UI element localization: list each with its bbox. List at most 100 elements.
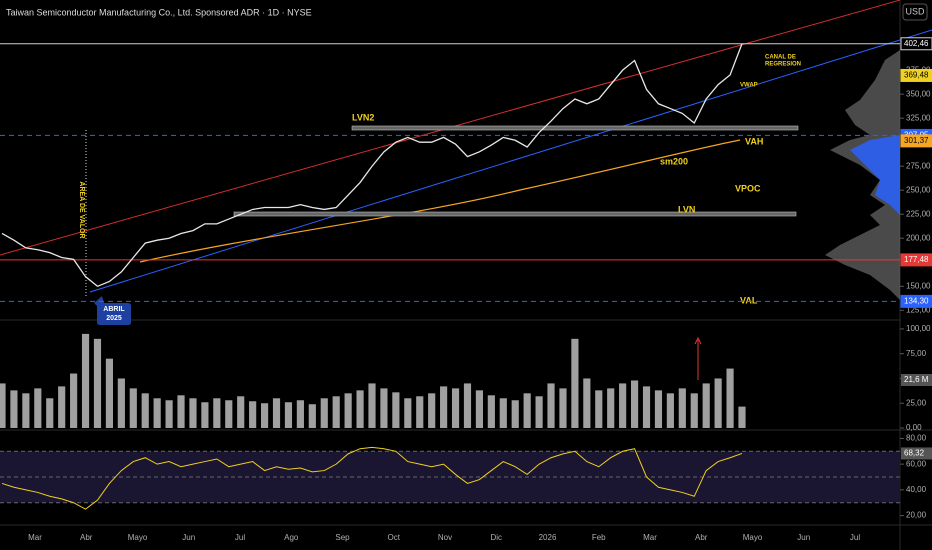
- y-tick-label: 80,00: [906, 434, 927, 443]
- rsi-line: [1, 446, 743, 510]
- volume-bar: [189, 398, 197, 428]
- volume-bar: [261, 403, 269, 428]
- level-label: 134,30: [904, 296, 929, 305]
- y-tick-label: 150,00: [906, 281, 931, 290]
- callout-box: [94, 296, 131, 325]
- volume-bar: [595, 390, 603, 428]
- volume-bar: [678, 388, 686, 428]
- y-tick-label: 325,00: [906, 113, 931, 122]
- y-tick-label: 0,00: [906, 423, 922, 432]
- annotation: REGRESION: [765, 62, 801, 68]
- volume-bar: [284, 402, 293, 428]
- volume-bar: [356, 390, 364, 428]
- level-label: 369,48: [904, 71, 929, 80]
- volume-bar: [22, 393, 30, 428]
- volume-bar: [141, 393, 149, 428]
- volume-bar: [404, 398, 412, 428]
- volume-bar: [177, 395, 185, 428]
- x-tick-label: Dic: [490, 533, 502, 542]
- volume-bar: [165, 400, 173, 428]
- x-tick-label: Mar: [28, 533, 42, 542]
- volume-bar: [58, 386, 66, 428]
- y-tick-label: 350,00: [906, 89, 931, 98]
- volume-bar: [105, 358, 113, 428]
- volume-bar: [631, 380, 639, 428]
- lvn-zone: [233, 211, 797, 217]
- y-tick-label: 200,00: [906, 233, 931, 242]
- y-tick-label: 225,00: [906, 209, 931, 218]
- volume-last-box: [901, 374, 932, 386]
- price-line: [1, 43, 743, 288]
- level-label-box: [900, 68, 932, 82]
- y-tick-label: 75,00: [906, 349, 927, 358]
- rsi-last-label: 68,32: [904, 449, 925, 458]
- volume-bar: [607, 388, 615, 428]
- volume-bar: [642, 386, 651, 428]
- annotation: sm200: [660, 156, 688, 166]
- level-label-box: [900, 294, 932, 308]
- volume-bar: [571, 338, 579, 428]
- volume-bar: [272, 398, 281, 428]
- y-tick-label: 250,00: [906, 185, 931, 194]
- volume-bar: [547, 383, 555, 428]
- volume-bar: [511, 400, 519, 428]
- volume-bar: [726, 368, 734, 428]
- annotation: CANAL DE: [765, 55, 796, 61]
- x-tick-label: Sep: [335, 533, 350, 542]
- volume-bar: [296, 400, 304, 428]
- annotation: AREA DE VALOR: [78, 181, 85, 238]
- volume-bar: [654, 390, 663, 428]
- volume-bar: [34, 388, 42, 428]
- annotation: VWAP: [740, 83, 758, 89]
- volume-bar: [249, 401, 257, 428]
- volume-bar: [666, 393, 674, 428]
- volume-bar: [463, 383, 472, 428]
- level-label: 301,37: [904, 136, 929, 145]
- volume-bar: [499, 398, 507, 428]
- annotation: LVN: [678, 204, 695, 214]
- currency-box: [902, 3, 928, 21]
- x-tick-label: Abr: [695, 533, 708, 542]
- y-tick-label: 100,00: [906, 324, 931, 333]
- y-tick-label: 125,00: [906, 305, 931, 314]
- y-tick-label: 20,00: [906, 511, 927, 520]
- currency: USD: [905, 6, 925, 16]
- y-tick-label: 40,00: [906, 485, 927, 494]
- x-tick-label: Abr: [80, 533, 93, 542]
- annotation: VPOC: [735, 183, 761, 193]
- x-tick-label: Jun: [182, 533, 195, 542]
- level-label: 177,48: [904, 255, 929, 264]
- volume-bar: [129, 388, 137, 428]
- x-tick-label: Oct: [388, 533, 401, 542]
- volume-bar: [0, 383, 6, 428]
- x-tick-label: Nov: [438, 533, 452, 542]
- volume-bar: [81, 333, 90, 428]
- volume-bar: [523, 393, 531, 428]
- volume-bar: [487, 395, 495, 428]
- x-tick-label: Feb: [592, 533, 606, 542]
- x-tick-label: Ago: [284, 533, 299, 542]
- volume-bar: [714, 378, 722, 428]
- volume-bar: [451, 388, 460, 428]
- volume-bar: [70, 373, 78, 428]
- volume-bar: [583, 378, 591, 428]
- level-label: 402,46: [904, 39, 929, 48]
- x-tick-label: Mar: [643, 533, 657, 542]
- annotation: VAH: [745, 136, 763, 146]
- volume-bar: [380, 388, 388, 428]
- level-label-box: [900, 134, 932, 148]
- volume-bar: [10, 390, 18, 428]
- y-tick-label: 275,00: [906, 161, 931, 170]
- volume-bar: [392, 392, 400, 428]
- volume-bar: [475, 390, 483, 428]
- volume-bar: [93, 338, 102, 428]
- volume-bar: [440, 386, 448, 428]
- volume-bar: [213, 398, 221, 428]
- volume-bar: [690, 393, 698, 428]
- level-label-box: [900, 253, 932, 267]
- x-tick-label: 2026: [539, 533, 557, 542]
- volume-bar: [237, 396, 245, 428]
- chart-title: Taiwan Semiconductor Manufacturing Co., …: [6, 7, 312, 17]
- x-tick-label: Mayo: [743, 533, 763, 542]
